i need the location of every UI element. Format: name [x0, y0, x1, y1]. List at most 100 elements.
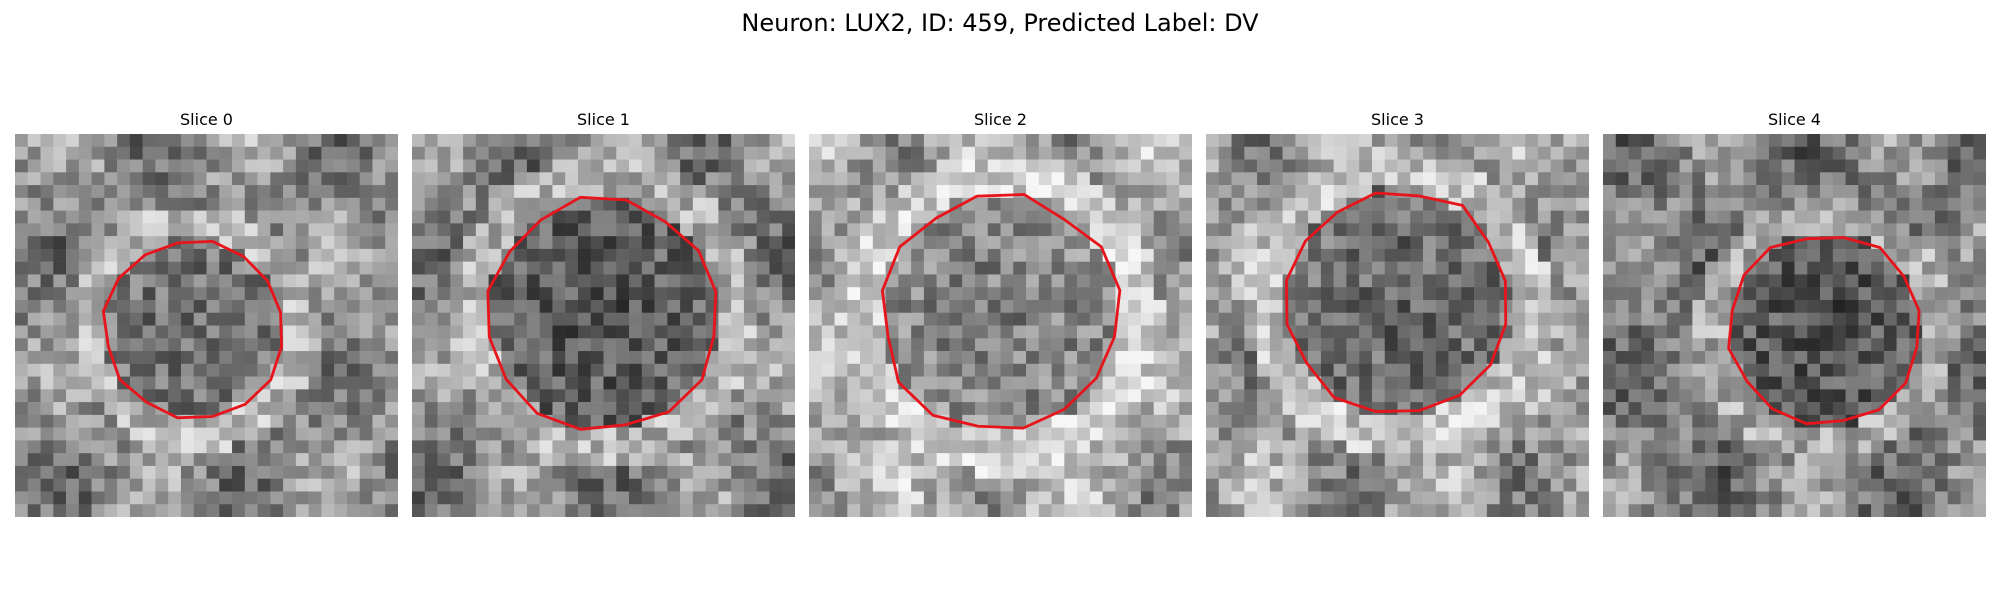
pixel [1807, 466, 1820, 479]
pixel [1551, 351, 1564, 364]
pixel [527, 236, 540, 249]
pixel [1680, 504, 1693, 517]
pixel [425, 287, 438, 300]
pixel [565, 262, 578, 275]
pixel [1090, 440, 1103, 453]
pixel [1308, 160, 1321, 173]
pixel [155, 377, 168, 390]
pixel [92, 415, 105, 428]
pixel [616, 338, 629, 351]
pixel [1166, 198, 1179, 211]
pixel [1680, 364, 1693, 377]
pixel [1474, 172, 1487, 185]
pixel [1616, 351, 1629, 364]
pixel [143, 453, 156, 466]
pixel [835, 134, 848, 147]
pixel [1359, 223, 1372, 236]
pixel [552, 428, 565, 441]
pixel [194, 313, 207, 326]
pixel [1538, 198, 1551, 211]
pixel [1398, 223, 1411, 236]
pixel [1846, 338, 1859, 351]
pixel [334, 326, 347, 339]
pixel [1219, 274, 1232, 287]
pixel [219, 262, 232, 275]
pixel [1461, 338, 1474, 351]
pixel [15, 262, 28, 275]
pixel [1206, 364, 1219, 377]
pixel [1960, 134, 1973, 147]
pixel [860, 504, 873, 517]
pixel [1128, 402, 1141, 415]
pixel [1257, 274, 1270, 287]
pixel [1474, 134, 1487, 147]
pixel [1563, 364, 1576, 377]
pixel [616, 300, 629, 313]
pixel [898, 313, 911, 326]
pixel [309, 326, 322, 339]
pixel [1500, 172, 1513, 185]
pixel [744, 147, 757, 160]
pixel [79, 364, 92, 377]
pixel [1283, 147, 1296, 160]
pixel [873, 491, 886, 504]
pixel [1359, 479, 1372, 492]
pixel [321, 287, 334, 300]
pixel [937, 185, 950, 198]
pixel [1026, 160, 1039, 173]
pixel [1884, 236, 1897, 249]
pixel [1090, 287, 1103, 300]
pixel [1308, 351, 1321, 364]
pixel [1769, 377, 1782, 390]
pixel [360, 262, 373, 275]
pixel [360, 402, 373, 415]
pixel [296, 274, 309, 287]
pixel [1052, 198, 1065, 211]
pixel [847, 223, 860, 236]
pixel [155, 338, 168, 351]
pixel [1026, 223, 1039, 236]
pixel [1206, 402, 1219, 415]
pixel [1846, 211, 1859, 224]
pixel [360, 300, 373, 313]
pixel [450, 147, 463, 160]
pixel [1461, 134, 1474, 147]
pixel [1922, 211, 1935, 224]
pixel [1436, 453, 1449, 466]
pixel [1270, 134, 1283, 147]
pixel [655, 262, 668, 275]
pixel [1077, 453, 1090, 466]
pixel [1334, 300, 1347, 313]
pixel [1449, 134, 1462, 147]
pixel [438, 223, 451, 236]
pixel [1680, 466, 1693, 479]
pixel [1525, 479, 1538, 492]
pixel [860, 172, 873, 185]
pixel [1449, 491, 1462, 504]
pixel [283, 326, 296, 339]
pixel [476, 428, 489, 441]
pixel [540, 479, 553, 492]
pixel [642, 338, 655, 351]
pixel [1680, 389, 1693, 402]
pixel [873, 236, 886, 249]
pixel [744, 287, 757, 300]
pixel [718, 453, 731, 466]
pixel [1257, 249, 1270, 262]
pixel [975, 440, 988, 453]
pixel [1551, 287, 1564, 300]
pixel [1001, 134, 1014, 147]
pixel [41, 466, 54, 479]
pixel [1179, 198, 1192, 211]
pixel [1641, 185, 1654, 198]
pixel [642, 479, 655, 492]
pixel [1154, 377, 1167, 390]
pixel [1833, 491, 1846, 504]
pixel [1026, 377, 1039, 390]
pixel [117, 389, 130, 402]
pixel [591, 313, 604, 326]
pixel [1423, 377, 1436, 390]
pixel [552, 453, 565, 466]
pixel [1603, 198, 1616, 211]
pixel [476, 211, 489, 224]
